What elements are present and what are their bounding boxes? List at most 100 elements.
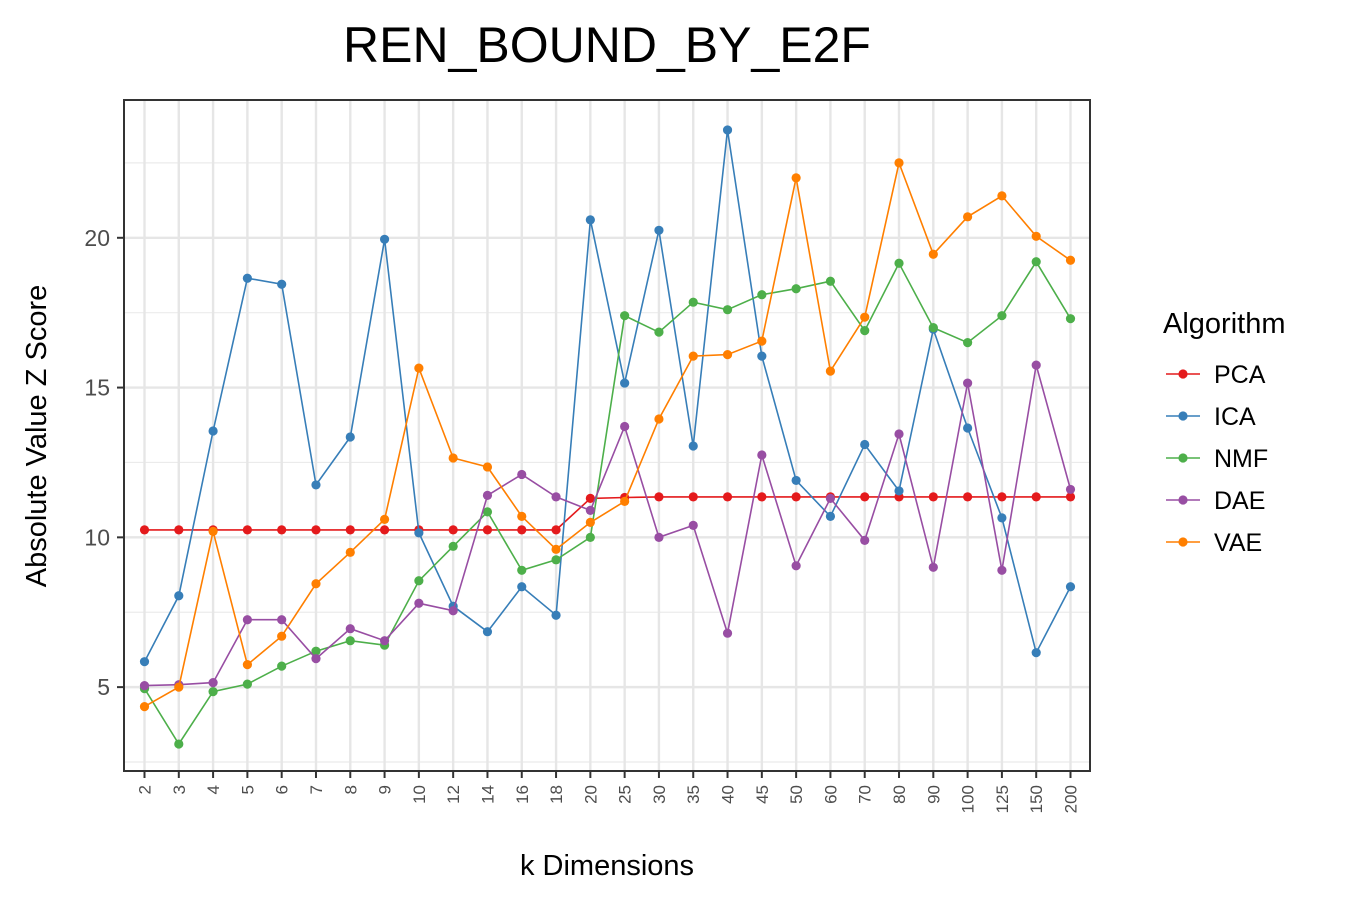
data-point (825, 276, 836, 286)
data-point (860, 492, 870, 502)
x-tick-label: 10 (410, 785, 429, 804)
data-point (139, 681, 150, 691)
data-point (1065, 255, 1076, 265)
data-point (688, 351, 698, 361)
data-point (963, 212, 973, 222)
data-point (1031, 648, 1041, 658)
data-point (688, 492, 698, 502)
legend-item-vae: VAE (1166, 529, 1262, 557)
data-point (585, 493, 595, 504)
x-tick-label: 45 (753, 785, 772, 804)
x-tick-label: 125 (993, 785, 1012, 813)
x-tick-label: 200 (1062, 785, 1081, 813)
data-point (551, 525, 561, 535)
legend-label: VAE (1214, 529, 1262, 557)
data-point (414, 576, 424, 586)
data-point (208, 687, 218, 697)
chart-title: REN_BOUND_BY_E2F (343, 17, 871, 73)
data-point (517, 525, 527, 535)
data-point (860, 535, 870, 545)
data-point (1065, 492, 1076, 502)
series-line (144, 364, 1072, 687)
data-point (482, 627, 493, 637)
x-tick-label: 60 (821, 785, 840, 804)
legend-label: NMF (1214, 445, 1268, 473)
data-point (482, 490, 493, 501)
y-tick-label: 20 (84, 225, 110, 251)
data-point (620, 496, 630, 507)
series-dae (139, 360, 1076, 691)
x-tick-label: 90 (924, 785, 943, 804)
series-line (144, 496, 1071, 531)
data-point (997, 191, 1007, 201)
legend-marker (1178, 369, 1188, 379)
data-point (791, 284, 801, 294)
data-point (860, 439, 870, 450)
data-point (174, 739, 184, 749)
x-tick-label: 16 (513, 785, 532, 804)
data-point (379, 234, 390, 244)
data-point (517, 511, 527, 521)
data-point (311, 654, 321, 664)
data-point (757, 290, 767, 300)
data-point (551, 544, 561, 554)
data-point (345, 432, 355, 442)
data-point (242, 273, 252, 283)
data-point (791, 173, 801, 183)
data-point (448, 606, 458, 616)
data-point (208, 426, 218, 436)
data-point (208, 678, 218, 688)
x-tick-label: 40 (719, 785, 738, 804)
legend-items: PCA ICA NMF DAE VAE (1166, 361, 1268, 557)
data-point (860, 326, 870, 336)
data-point (654, 225, 664, 235)
data-point (585, 517, 595, 527)
data-point (242, 615, 252, 625)
data-point (928, 323, 938, 333)
x-axis-title: k Dimensions (520, 850, 694, 882)
series-pca (139, 492, 1076, 535)
x-tick-label: 7 (307, 785, 326, 794)
data-point (482, 507, 493, 517)
data-point (791, 561, 801, 571)
data-point (1031, 231, 1041, 241)
data-point (620, 421, 630, 432)
data-point (414, 528, 424, 538)
x-tick-label: 3 (170, 785, 189, 794)
data-point (654, 327, 664, 337)
data-point (757, 450, 767, 460)
data-point (963, 492, 973, 502)
data-point (722, 628, 733, 638)
data-point (551, 555, 561, 565)
data-point (860, 312, 870, 322)
series-line (144, 160, 1071, 708)
x-tick-label: 2 (136, 785, 155, 794)
data-point (139, 657, 150, 667)
data-point (139, 525, 150, 535)
data-point (757, 336, 767, 346)
data-point (791, 492, 801, 502)
x-tick-label: 4 (204, 785, 223, 794)
data-point (379, 525, 390, 535)
data-point (757, 351, 767, 361)
data-point (379, 636, 390, 646)
legend-title: Algorithm (1163, 308, 1286, 340)
y-tick-label: 5 (97, 674, 110, 700)
x-tick-label: 80 (890, 785, 909, 804)
data-point (585, 505, 595, 515)
series-nmf (139, 257, 1076, 749)
data-point (620, 378, 630, 388)
series-vae (139, 158, 1076, 712)
data-point (345, 624, 355, 634)
data-point (997, 492, 1007, 502)
data-point (1065, 582, 1076, 592)
data-point (620, 311, 630, 321)
y-axis-title: Absolute Value Z Score (21, 285, 53, 588)
data-point (997, 311, 1007, 321)
data-point (585, 532, 595, 542)
data-point (414, 363, 424, 373)
x-tick-label: 6 (273, 785, 292, 794)
data-point (174, 682, 184, 692)
